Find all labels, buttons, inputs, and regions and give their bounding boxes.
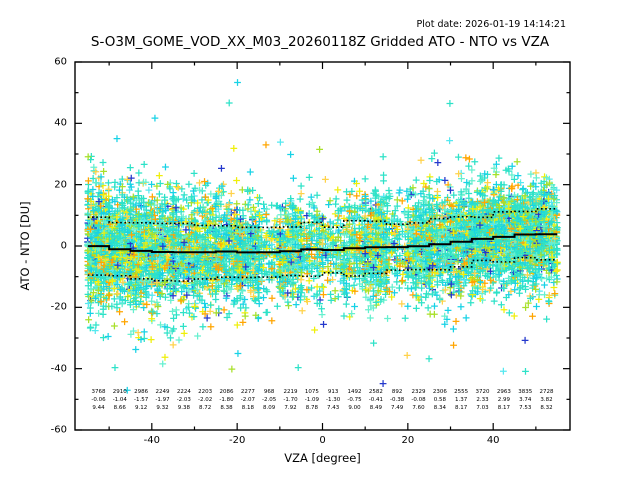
y-axis-label: ATO - NTO [DU] (18, 201, 32, 291)
x-axis-label: VZA [degree] (284, 451, 361, 465)
plot-date: Plot date: 2026-01-19 14:14:21 (416, 19, 566, 30)
chart-title: S-O3M_GOME_VOD_XX_M03_20260118Z Gridded … (90, 34, 550, 50)
